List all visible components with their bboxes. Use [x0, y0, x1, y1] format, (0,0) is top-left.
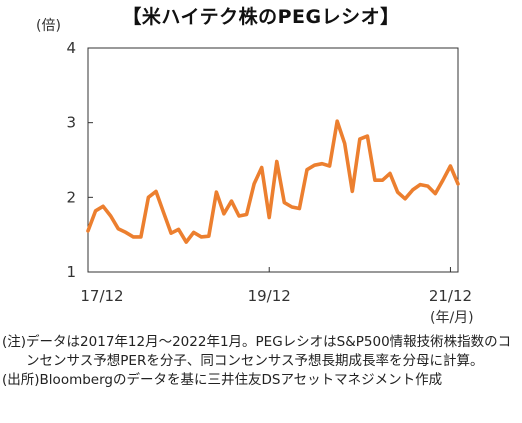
note-label: (注): [2, 334, 27, 350]
y-tick-label: 1: [66, 263, 76, 281]
y-tick-labels: 1 2 3 4: [66, 39, 76, 281]
x-axis-unit-label: (年/月): [430, 310, 474, 326]
chart-title: 【米ハイテク株のPEGレシオ】: [122, 6, 400, 28]
y-tick-label: 2: [66, 188, 76, 206]
footnotes: (注) データは2017年12月～2022年1月。PEGレシオはS&P500情報…: [2, 333, 520, 390]
y-tick-label: 3: [66, 114, 76, 132]
plot-frame: [87, 47, 459, 273]
y-axis-unit-label: (倍): [36, 18, 61, 34]
line-chart: 1 2 3 4 17/12 19/12 21/12 (倍) (年/月): [36, 18, 474, 326]
x-tick-label: 17/12: [80, 287, 123, 305]
x-tick-label: 21/12: [429, 287, 472, 305]
x-tick-labels: 17/12 19/12 21/12: [80, 287, 472, 305]
chart-axes: [87, 47, 459, 273]
source-label: (出所): [2, 372, 40, 388]
note-text: データは2017年12月～2022年1月。PEGレシオはS&P500情報技術株指…: [26, 334, 512, 369]
y-tick-label: 4: [66, 39, 76, 57]
peg-ratio-line: [86, 119, 460, 244]
x-tick-label: 19/12: [248, 287, 291, 305]
source-text: Bloombergのデータを基に三井住友DSアセットマネジメント作成: [39, 372, 443, 388]
source-row: (出所) Bloombergのデータを基に三井住友DSアセットマネジメント作成: [2, 371, 520, 390]
series-group: [86, 119, 460, 244]
note-row: (注) データは2017年12月～2022年1月。PEGレシオはS&P500情報…: [2, 333, 520, 371]
